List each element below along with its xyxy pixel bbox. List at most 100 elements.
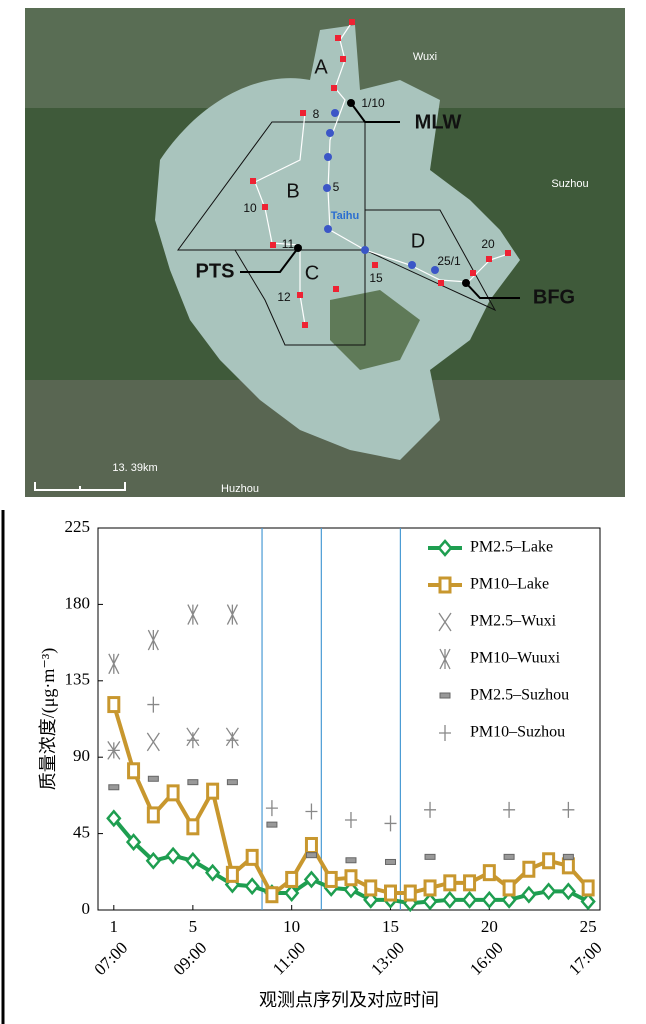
leaders	[240, 102, 520, 299]
series	[107, 696, 575, 832]
plot-frame	[97, 527, 601, 911]
marker	[580, 892, 596, 911]
y-tick-label: 135	[65, 670, 91, 689]
station-label: MLW	[415, 111, 462, 133]
marker	[344, 869, 358, 887]
marker	[165, 846, 181, 865]
zone-label: B	[286, 180, 299, 202]
legend-label: PM2.5–Suzhou	[470, 687, 569, 704]
zone-label: A	[314, 56, 328, 78]
marker	[437, 539, 453, 557]
marker	[562, 801, 575, 818]
marker	[108, 653, 120, 675]
marker	[463, 874, 477, 892]
marker	[226, 732, 239, 749]
marker	[107, 742, 120, 759]
lake	[155, 25, 520, 460]
marker	[265, 886, 279, 904]
marker	[127, 762, 141, 780]
marker	[540, 882, 557, 901]
time-tick-label: 07:00	[91, 938, 132, 979]
y-tick-label: 45	[73, 823, 90, 842]
marker	[442, 890, 458, 909]
marker	[502, 879, 516, 897]
marker	[245, 848, 259, 866]
marker	[521, 885, 537, 904]
marker	[204, 863, 221, 882]
marker	[363, 890, 379, 909]
marker	[364, 879, 378, 897]
marker	[403, 884, 417, 902]
marker	[146, 732, 160, 752]
legend-entry: PM10–Wuuxi	[439, 648, 561, 670]
time-tick-label: 11:00	[269, 938, 309, 978]
marker	[562, 853, 574, 860]
marker	[303, 870, 320, 889]
marker	[581, 879, 595, 897]
marker	[284, 884, 300, 902]
marker	[166, 784, 180, 802]
legend-entry: PM2.5–Wuxi	[438, 612, 557, 632]
zone-label: D	[411, 230, 425, 252]
marker	[324, 870, 338, 888]
marker	[226, 779, 238, 786]
x-tick-label: 20	[481, 917, 498, 936]
y-tick-label: 90	[73, 746, 90, 765]
legend-entry: PM2.5–Suzhou	[439, 687, 569, 704]
legend-label: PM10–Suzhou	[470, 724, 565, 741]
marker	[439, 692, 451, 699]
legend-label: PM2.5–Wuxi	[470, 613, 557, 630]
marker	[206, 782, 220, 800]
marker	[125, 833, 142, 852]
marker	[345, 857, 357, 864]
marker	[285, 870, 299, 888]
y-tick-label: 180	[65, 593, 91, 612]
marker	[384, 815, 397, 832]
x-axis-label: 观测点序列及对应时间	[259, 990, 439, 1010]
marker	[482, 864, 496, 882]
marker	[422, 892, 438, 911]
marker	[107, 696, 121, 714]
marker	[106, 809, 122, 828]
x-tick-label: 15	[382, 917, 399, 936]
time-tick-label: 09:00	[170, 938, 211, 979]
marker	[145, 851, 161, 870]
point-label: 1/10	[361, 96, 385, 110]
marker	[265, 800, 278, 817]
y-axis-label: 质量浓度/(μg·m⁻³)	[38, 648, 59, 791]
marker	[561, 857, 575, 875]
marker	[186, 732, 199, 749]
city-label: Suzhou	[551, 178, 588, 190]
marker	[439, 648, 451, 670]
island	[330, 290, 420, 370]
red-stations	[250, 19, 511, 328]
blue-stations	[323, 109, 439, 274]
marker	[560, 882, 577, 901]
marker	[385, 858, 397, 865]
marker	[503, 853, 515, 860]
series	[107, 696, 595, 904]
station-label: BFG	[533, 286, 575, 308]
legend-entry: PM10–Lake	[428, 576, 549, 594]
marker	[186, 818, 200, 836]
series	[108, 604, 238, 675]
point-label: 20	[481, 237, 495, 251]
x-tick-label: 5	[189, 917, 198, 936]
marker	[423, 879, 437, 897]
time-tick-label: 16:00	[466, 938, 507, 979]
point-label: 8	[313, 107, 320, 121]
series	[108, 775, 574, 865]
point-label: 12	[277, 290, 291, 304]
marker	[108, 784, 120, 791]
marker	[226, 604, 238, 625]
point-label: 11	[282, 237, 295, 251]
city-label: Wuxi	[413, 51, 437, 63]
marker	[438, 612, 452, 632]
scale-bar	[34, 482, 126, 491]
marker	[225, 865, 239, 883]
marker	[438, 576, 452, 594]
zone-label: C	[305, 262, 319, 284]
y-tick-label: 0	[82, 899, 91, 918]
point-label: 10	[243, 201, 257, 215]
